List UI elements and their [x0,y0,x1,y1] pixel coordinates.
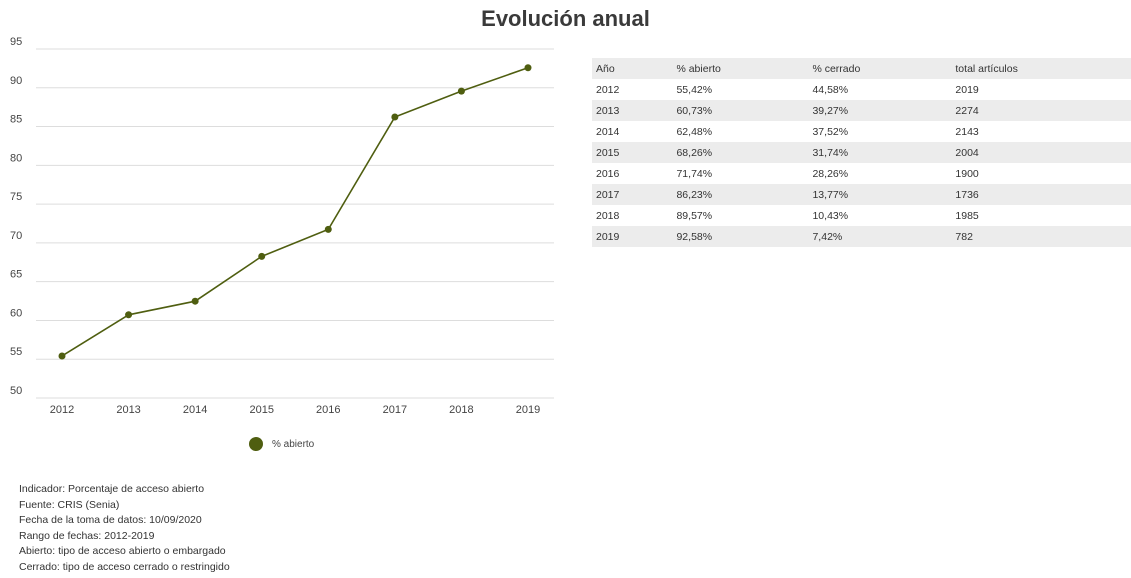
legend-marker-icon [249,437,263,451]
y-tick-label: 50 [10,385,22,397]
table-header-row: Año % abierto % cerrado total artículos [592,58,1131,79]
table-cell: 2015 [596,146,620,159]
table-cell: 71,74% [676,167,713,180]
x-tick-label: 2016 [316,404,340,416]
table-row: 2016 71,74% 28,26% 1900 [592,163,1131,184]
note-line: Abierto: tipo de acceso abierto o embarg… [19,545,226,557]
x-tick-label: 2015 [249,404,273,416]
note-line: Rango de fechas: 2012-2019 [19,529,155,542]
note-line: Indicador: Porcentaje de acceso abierto [19,483,205,495]
note-line: Cerrado: tipo de acceso cerrado o restri… [19,560,230,573]
table-cell: 7,42% [812,230,843,243]
legend[interactable]: % abierto [249,437,314,451]
table-cell: 68,26% [676,146,713,159]
table-row: 2018 89,57% 10,43% 1985 [592,205,1131,226]
table-cell: 782 [955,230,973,243]
y-tick-label: 65 [10,269,22,281]
note-line: Fecha de la toma de datos: 10/09/2020 [19,514,202,526]
header-year: Año [596,62,615,75]
table-cell: 2019 [596,230,620,243]
x-tick-label: 2012 [50,404,74,416]
table-cell: 2016 [596,167,620,180]
x-tick-label: 2017 [383,404,407,416]
table-row: 2015 68,26% 31,74% 2004 [592,142,1131,163]
table-cell: 39,27% [812,104,849,117]
table-row: 2019 92,58% 7,42% 782 [592,226,1131,247]
header-closed: % cerrado [812,62,861,75]
chart-title: Evolución anual [481,6,650,31]
table-cell: 2012 [596,83,620,96]
table-cell: 31,74% [812,146,849,159]
note-line: Fuente: CRIS (Senia) [19,498,120,511]
table-cell: 2143 [955,125,979,138]
series-line [61,67,529,357]
y-tick-label: 95 [10,36,22,48]
data-table: Año % abierto % cerrado total artículos … [592,58,1131,247]
table-row: 2012 55,42% 44,58% 2019 [592,79,1131,100]
x-tick-label: 2018 [449,404,473,416]
x-tick-label: 2013 [116,404,140,416]
table-cell: 10,43% [812,209,849,222]
data-point [125,311,133,319]
data-point [324,225,332,233]
table-cell: 1736 [955,188,979,201]
table-cell: 28,26% [812,167,849,180]
line-chart: 50 55 60 65 70 75 80 85 90 95 2012 2013 2014 2015 2016… [10,36,554,416]
data-point [457,87,465,95]
data-point [524,64,532,72]
table-cell: 1985 [955,209,979,222]
y-tick-label: 60 [10,307,22,319]
y-tick-label: 75 [10,191,22,203]
table-cell: 62,48% [676,125,713,138]
table-cell: 86,23% [676,188,713,201]
y-tick-label: 55 [10,346,22,358]
table-cell: 60,73% [676,104,713,117]
table-cell: 55,42% [676,83,713,96]
table-body: 2012 55,42% 44,58% 2019 2013 60,73% 39,27% 2274… [592,79,1131,247]
table-cell: 2013 [596,104,620,117]
legend-label: % abierto [272,438,315,450]
data-point [258,252,266,260]
header-open: % abierto [676,62,721,75]
table-row: 2014 62,48% 37,52% 2143 [592,121,1131,142]
table-cell: 2014 [596,125,620,138]
data-point [391,113,399,121]
table-cell: 37,52% [812,125,849,138]
table-cell: 13,77% [812,188,849,201]
table-cell: 44,58% [812,83,849,96]
y-tick-label: 85 [10,114,22,126]
x-tick-label: 2014 [183,404,207,416]
y-tick-label: 90 [10,75,22,87]
table-cell: 1900 [955,167,979,180]
table-cell: 2274 [955,104,979,117]
table-cell: 89,57% [676,209,713,222]
table-row: 2017 86,23% 13,77% 1736 [592,184,1131,205]
x-tick-label: 2019 [516,404,540,416]
data-point [58,352,66,360]
table-cell: 2004 [955,146,979,159]
table-cell: 2017 [596,188,620,201]
header-total: total artículos [955,62,1018,75]
data-point [191,297,199,305]
y-tick-label: 70 [10,230,22,242]
table-cell: 92,58% [676,230,713,243]
table-row: 2013 60,73% 39,27% 2274 [592,100,1131,121]
notes: Indicador: Porcentaje de acceso abierto F… [19,482,230,575]
y-tick-label: 80 [10,152,22,164]
table-cell: 2018 [596,209,620,222]
table-cell: 2019 [955,83,979,96]
